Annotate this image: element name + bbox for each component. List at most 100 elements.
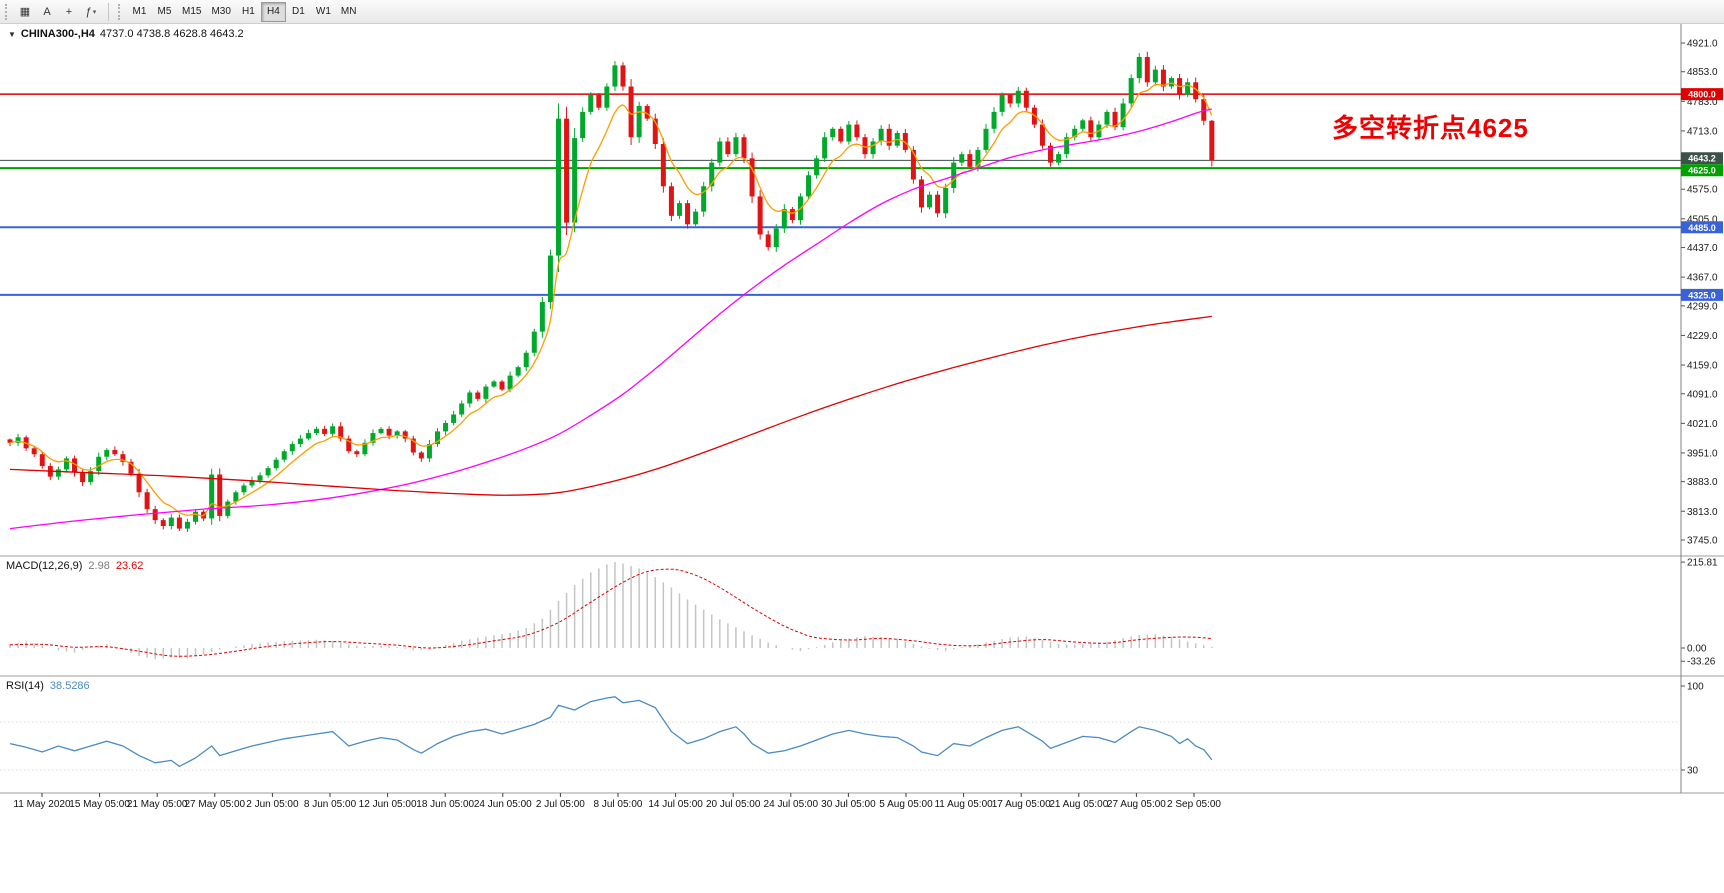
timeframe-button-m5[interactable]: M5 bbox=[157, 6, 172, 17]
symbol-bar: ▼ CHINA300-,H4 4737.0 4738.8 4628.8 4643… bbox=[8, 28, 244, 40]
candle-body bbox=[241, 485, 247, 493]
candle-body bbox=[959, 154, 965, 163]
timeframe-button-h4[interactable]: H4 bbox=[260, 1, 286, 22]
candle-body bbox=[539, 302, 545, 332]
candle-body bbox=[604, 86, 610, 108]
candle-body bbox=[846, 124, 852, 142]
rsi-tick-label: 30 bbox=[1687, 766, 1699, 777]
candle-body bbox=[717, 141, 723, 163]
candle-body bbox=[1193, 82, 1199, 100]
dropdown-caret-icon: ▾ bbox=[92, 8, 97, 16]
timeframe-button-d1[interactable]: D1 bbox=[292, 6, 305, 17]
candle-body bbox=[322, 428, 328, 434]
candle-body bbox=[547, 255, 553, 303]
time-axis-label: 18 Jun 05:00 bbox=[416, 799, 474, 810]
toolbar: ▦ A + ƒ ▾ M1 M5 M15 M30 H1 H4 D1 W1 MN bbox=[0, 0, 1724, 24]
time-axis-label: 5 Aug 05:00 bbox=[879, 799, 933, 810]
price-tick-label: 4437.0 bbox=[1687, 243, 1718, 254]
candle-body bbox=[507, 375, 513, 390]
candle-body bbox=[418, 452, 424, 459]
candle-body bbox=[806, 175, 812, 197]
candle-body bbox=[814, 158, 820, 176]
time-axis-label: 2 Sep 05:00 bbox=[1167, 799, 1221, 810]
rsi-name: RSI(14) bbox=[6, 680, 44, 692]
price-tick-label: 3813.0 bbox=[1687, 507, 1718, 518]
price-tick-label: 4299.0 bbox=[1687, 301, 1718, 312]
candle-body bbox=[136, 473, 142, 493]
candle-body bbox=[370, 433, 376, 443]
time-axis-label: 8 Jun 05:00 bbox=[304, 799, 357, 810]
toolbar-grip[interactable] bbox=[5, 3, 10, 20]
candle-body bbox=[943, 187, 949, 214]
candle-body bbox=[55, 469, 61, 477]
time-axis-label: 24 Jun 05:00 bbox=[474, 799, 532, 810]
time-axis-label: 20 Jul 05:00 bbox=[706, 799, 761, 810]
candle-body bbox=[862, 137, 868, 155]
candle-body bbox=[709, 162, 715, 187]
text-label-tool-icon[interactable]: A bbox=[43, 5, 51, 18]
candle-body bbox=[878, 128, 884, 142]
candle-body bbox=[999, 94, 1005, 112]
timeframe-button-h1[interactable]: H1 bbox=[242, 6, 255, 17]
price-badge-4485 bbox=[1681, 221, 1723, 234]
timeframe-toolbar-grip[interactable] bbox=[118, 3, 123, 20]
candle-body bbox=[1169, 78, 1175, 87]
timeframe-button-m30[interactable]: M30 bbox=[211, 6, 231, 17]
candle-body bbox=[410, 438, 416, 453]
candle-body bbox=[830, 128, 836, 138]
time-axis-label: 21 Aug 05:00 bbox=[1049, 799, 1108, 810]
price-badge-4643 bbox=[1681, 152, 1723, 165]
candle-body bbox=[910, 149, 916, 180]
collapse-triangle-icon[interactable]: ▼ bbox=[8, 29, 16, 39]
candle-body bbox=[112, 449, 118, 455]
price-badge-4800 bbox=[1681, 88, 1723, 101]
candle-body bbox=[620, 65, 626, 87]
candle-body bbox=[72, 458, 78, 473]
crosshair-tool-icon[interactable]: + bbox=[65, 5, 73, 18]
candle-body bbox=[128, 461, 134, 474]
timeframe-button-m1[interactable]: M1 bbox=[132, 6, 147, 17]
ma-slow-line bbox=[9, 315, 1212, 496]
price-badge-label: 4625.0 bbox=[1688, 166, 1716, 176]
candle-body bbox=[7, 439, 13, 443]
price-badge-label: 4800.0 bbox=[1688, 90, 1716, 100]
candle-body bbox=[104, 449, 110, 457]
candle-body bbox=[991, 111, 997, 129]
timeframe-button-mn[interactable]: MN bbox=[340, 6, 357, 17]
candle-body bbox=[1088, 120, 1094, 138]
candle-body bbox=[701, 186, 707, 212]
ma-fast-line bbox=[9, 82, 1213, 517]
candle-body bbox=[265, 468, 271, 476]
price-tick-label: 3883.0 bbox=[1687, 477, 1718, 488]
timeframe-button-w1[interactable]: W1 bbox=[315, 6, 331, 17]
candle-body bbox=[749, 158, 755, 197]
candle-body bbox=[15, 437, 21, 443]
candle-body bbox=[168, 517, 174, 527]
macd-main-value: 2.98 bbox=[88, 560, 110, 572]
candle-body bbox=[1144, 56, 1150, 83]
indicators-menu-icon[interactable]: ƒ ▾ bbox=[85, 5, 97, 18]
charts-grid-icon[interactable]: ▦ bbox=[19, 6, 31, 18]
candle-body bbox=[1007, 94, 1013, 104]
candle-body bbox=[1185, 82, 1191, 95]
candle-body bbox=[725, 141, 731, 155]
time-axis-label: 2 Jul 05:00 bbox=[536, 799, 585, 810]
timeframe-button-m15[interactable]: M15 bbox=[182, 6, 202, 17]
time-axis-label: 11 Aug 05:00 bbox=[934, 799, 993, 810]
candle-body bbox=[362, 442, 368, 455]
timeframe-button-group: M1 M5 M15 M30 H1 H4 D1 W1 MN bbox=[127, 1, 361, 22]
macd-tick-label: -33.26 bbox=[1687, 657, 1716, 668]
candle-body bbox=[459, 403, 465, 415]
macd-name: MACD(12,26,9) bbox=[6, 560, 83, 572]
candle-body bbox=[305, 433, 311, 439]
symbol-title: CHINA300-,H4 bbox=[20, 28, 95, 40]
candle-body bbox=[346, 438, 352, 452]
ohlc-values: 4737.0 4738.8 4628.8 4643.2 bbox=[99, 28, 244, 40]
price-axis[interactable]: 4921.0 4853.0 4783.0 4713.0 4575.0 4505.0 4437… bbox=[1681, 39, 1723, 547]
candle-body bbox=[1128, 78, 1134, 104]
candle-body bbox=[612, 65, 618, 87]
price-tick-label: 4091.0 bbox=[1687, 389, 1718, 400]
price-tick-label: 4367.0 bbox=[1687, 273, 1718, 284]
